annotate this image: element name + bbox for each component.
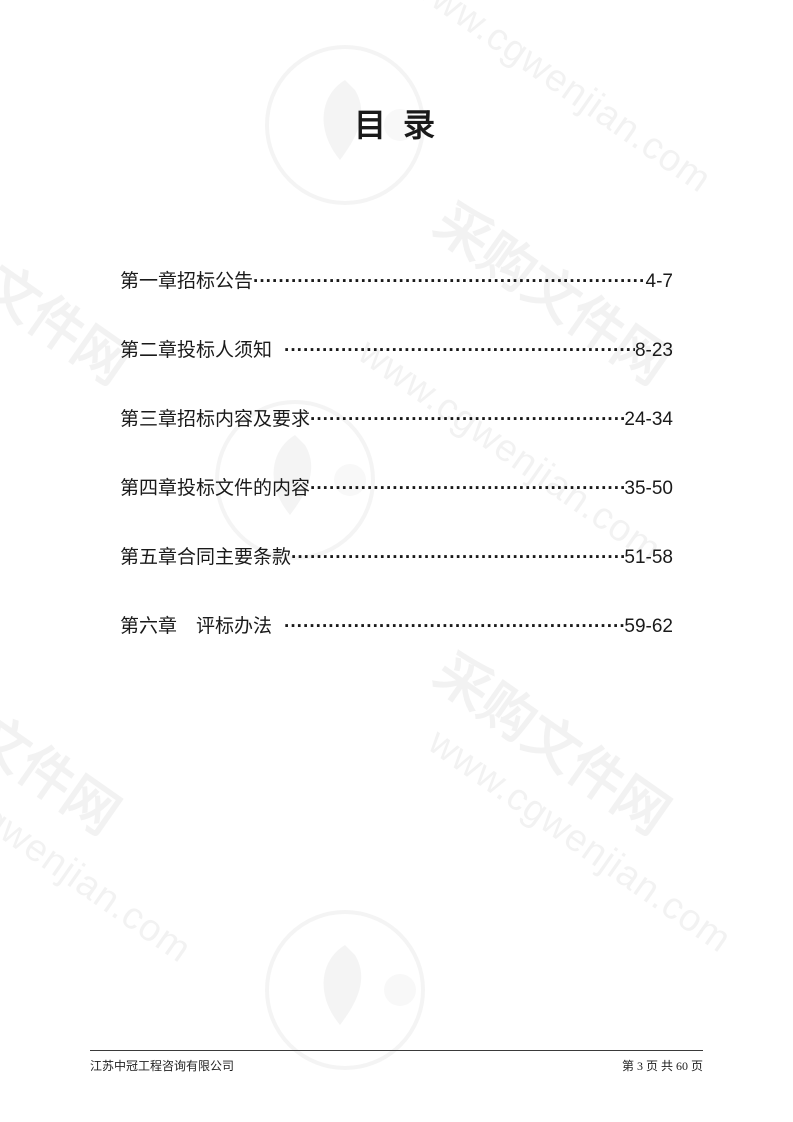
footer-company: 江苏中冠工程咨询有限公司 [90, 1057, 234, 1074]
page-title: 目 录 [110, 100, 683, 146]
toc-label: 第二章投标人须知 [120, 335, 272, 362]
toc-label: 第五章合同主要条款 [120, 542, 291, 569]
toc-leader-dots [310, 478, 624, 500]
toc-leader-dots [253, 271, 646, 293]
toc-page-range: 8-23 [635, 340, 673, 362]
toc-page-range: 24-34 [624, 409, 673, 431]
toc-label: 第四章投标文件的内容 [120, 473, 310, 500]
toc-row: 第三章招标内容及要求 24-34 [120, 404, 673, 431]
toc-leader-dots [284, 616, 624, 638]
toc-page-range: 51-58 [624, 547, 673, 569]
toc-row: 第二章投标人须知 8-23 [120, 335, 673, 362]
toc-row: 第四章投标文件的内容 35-50 [120, 473, 673, 500]
toc-leader-dots [284, 340, 635, 362]
toc-row: 第一章招标公告 4-7 [120, 266, 673, 293]
toc-page-range: 4-7 [646, 271, 673, 293]
footer-page-number: 第 3 页 共 60 页 [622, 1057, 703, 1074]
toc-page-range: 59-62 [624, 616, 673, 638]
page-content: 目 录 第一章招标公告 4-7 第二章投标人须知 8-23 第三章招标内容及要求 24-3… [0, 0, 793, 1122]
toc-leader-dots [291, 547, 624, 569]
toc-label: 第六章 评标办法 [120, 611, 272, 638]
toc-page-range: 35-50 [624, 478, 673, 500]
table-of-contents: 第一章招标公告 4-7 第二章投标人须知 8-23 第三章招标内容及要求 24-34 第四章… [110, 266, 683, 638]
toc-label: 第一章招标公告 [120, 266, 253, 293]
toc-row: 第五章合同主要条款 51-58 [120, 542, 673, 569]
toc-row: 第六章 评标办法 59-62 [120, 611, 673, 638]
toc-label: 第三章招标内容及要求 [120, 404, 310, 431]
page-footer: 江苏中冠工程咨询有限公司 第 3 页 共 60 页 [90, 1050, 703, 1074]
toc-leader-dots [310, 409, 624, 431]
